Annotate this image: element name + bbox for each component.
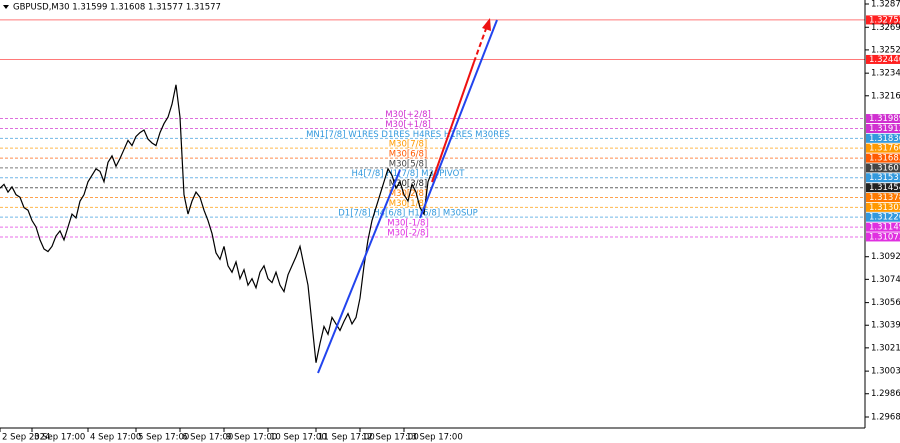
price-tag	[866, 153, 900, 163]
price-tag	[866, 54, 900, 64]
price-tag	[866, 202, 900, 212]
price-tag-label: 1.32752	[869, 15, 900, 25]
price-tag	[866, 193, 900, 203]
price-tag-label: 1.31302	[869, 203, 900, 213]
y-tick-label: 1.30035	[871, 367, 900, 377]
x-tick-label: 12 Sep 17:00	[362, 433, 419, 443]
level-label: H4[7/8] H1[7/8] M30PIVOT	[352, 169, 466, 179]
price-tag-label: 1.31836	[869, 134, 900, 144]
x-tick-label: 13 Sep 17:00	[406, 433, 463, 443]
x-tick-label: 6 Sep 17:00	[182, 433, 233, 443]
price-tag-label: 1.31073	[869, 232, 900, 242]
price-tag	[866, 232, 900, 242]
price-tag-label: 1.31989	[869, 114, 900, 124]
level-label: M30[2/8]	[389, 189, 427, 199]
level-label: M30[6/8]	[389, 150, 427, 160]
price-tag	[866, 173, 900, 183]
x-tick-label: 3 Sep 17:00	[34, 433, 85, 443]
x-tick-label: 2 Sep 2024	[2, 433, 50, 443]
price-tag-label: 1.31454	[869, 183, 900, 193]
level-label: D1[7/8] H4[6/8] H1[6/8] M30SUP	[338, 209, 478, 219]
arrow-head	[482, 18, 491, 31]
price-tag-label: 1.31149	[869, 223, 900, 233]
level-label: M30[-2/8]	[387, 228, 429, 238]
price-tag-label: 1.31378	[869, 193, 900, 203]
level-label: M30[-1/8]	[387, 219, 429, 229]
y-tick-label: 1.29680	[871, 413, 900, 423]
price-tag	[866, 222, 900, 232]
price-tag	[866, 15, 900, 25]
x-tick-label: 10 Sep 17:00	[270, 433, 327, 443]
price-tag-label: 1.32446	[869, 55, 900, 65]
level-label: M30[7/8]	[389, 140, 427, 150]
trend-line	[419, 19, 498, 219]
y-tick-label: 1.30920	[871, 252, 900, 262]
price-tag-label: 1.31226	[869, 213, 900, 223]
price-tag	[866, 133, 900, 143]
y-tick-label: 1.30390	[871, 321, 900, 331]
price-tag	[866, 123, 900, 133]
plot	[0, 84, 433, 363]
trend-line	[317, 169, 401, 374]
price-tag	[866, 183, 900, 193]
price-tag	[866, 143, 900, 153]
level-label: M30[5/8]	[389, 159, 427, 169]
price-tag-label: 1.31683	[869, 154, 900, 164]
menu-icon[interactable]	[3, 5, 9, 9]
levels: M30[+2/8]M30[+1/8]MN1[7/8] W1RES D1RES H…	[0, 19, 865, 238]
level-label: M30[+1/8]	[385, 120, 431, 130]
forecast-arrow	[431, 61, 475, 183]
chart-title: GBPUSD,M30 1.31599 1.31608 1.31577 1.315…	[13, 3, 221, 13]
level-label: M30[3/8]	[389, 179, 427, 189]
price-tag-label: 1.31912	[869, 124, 900, 134]
y-tick-label: 1.32695	[871, 23, 900, 33]
forecast-arrow	[473, 25, 488, 63]
y-tick-label: 1.32340	[871, 69, 900, 79]
x-tick-label: 11 Sep 17:00	[318, 433, 375, 443]
level-label: MN1[7/8] W1RES D1RES H4RES H1RES M30RES	[306, 130, 510, 140]
level-label: M30[+2/8]	[385, 110, 431, 120]
y-tick-label: 1.29860	[871, 389, 900, 399]
y-tick-label: 1.30745	[871, 275, 900, 285]
price-tag	[866, 163, 900, 173]
price-tag-label: 1.31760	[869, 144, 900, 154]
y-tick-label: 1.32875	[871, 0, 900, 10]
price-line	[0, 84, 433, 363]
x-tick-label: 9 Sep 17:00	[226, 433, 277, 443]
price-tags: 1.32752 1.32446 1.319891.319121.318361.317…	[866, 15, 900, 242]
y-tick-label: 1.32520	[871, 45, 900, 55]
x-tick-label: 4 Sep 17:00	[90, 433, 141, 443]
price-tag	[866, 114, 900, 124]
x-tick-label: 5 Sep 17:00	[138, 433, 189, 443]
y-tick-label: 1.30565	[871, 298, 900, 308]
y-tick-label: 1.32165	[871, 91, 900, 101]
level-label: M30[1/8]	[389, 199, 427, 209]
y-tick-label: 1.30215	[871, 343, 900, 353]
price-tag-label: 1.31607	[869, 163, 900, 173]
price-tag	[866, 212, 900, 222]
